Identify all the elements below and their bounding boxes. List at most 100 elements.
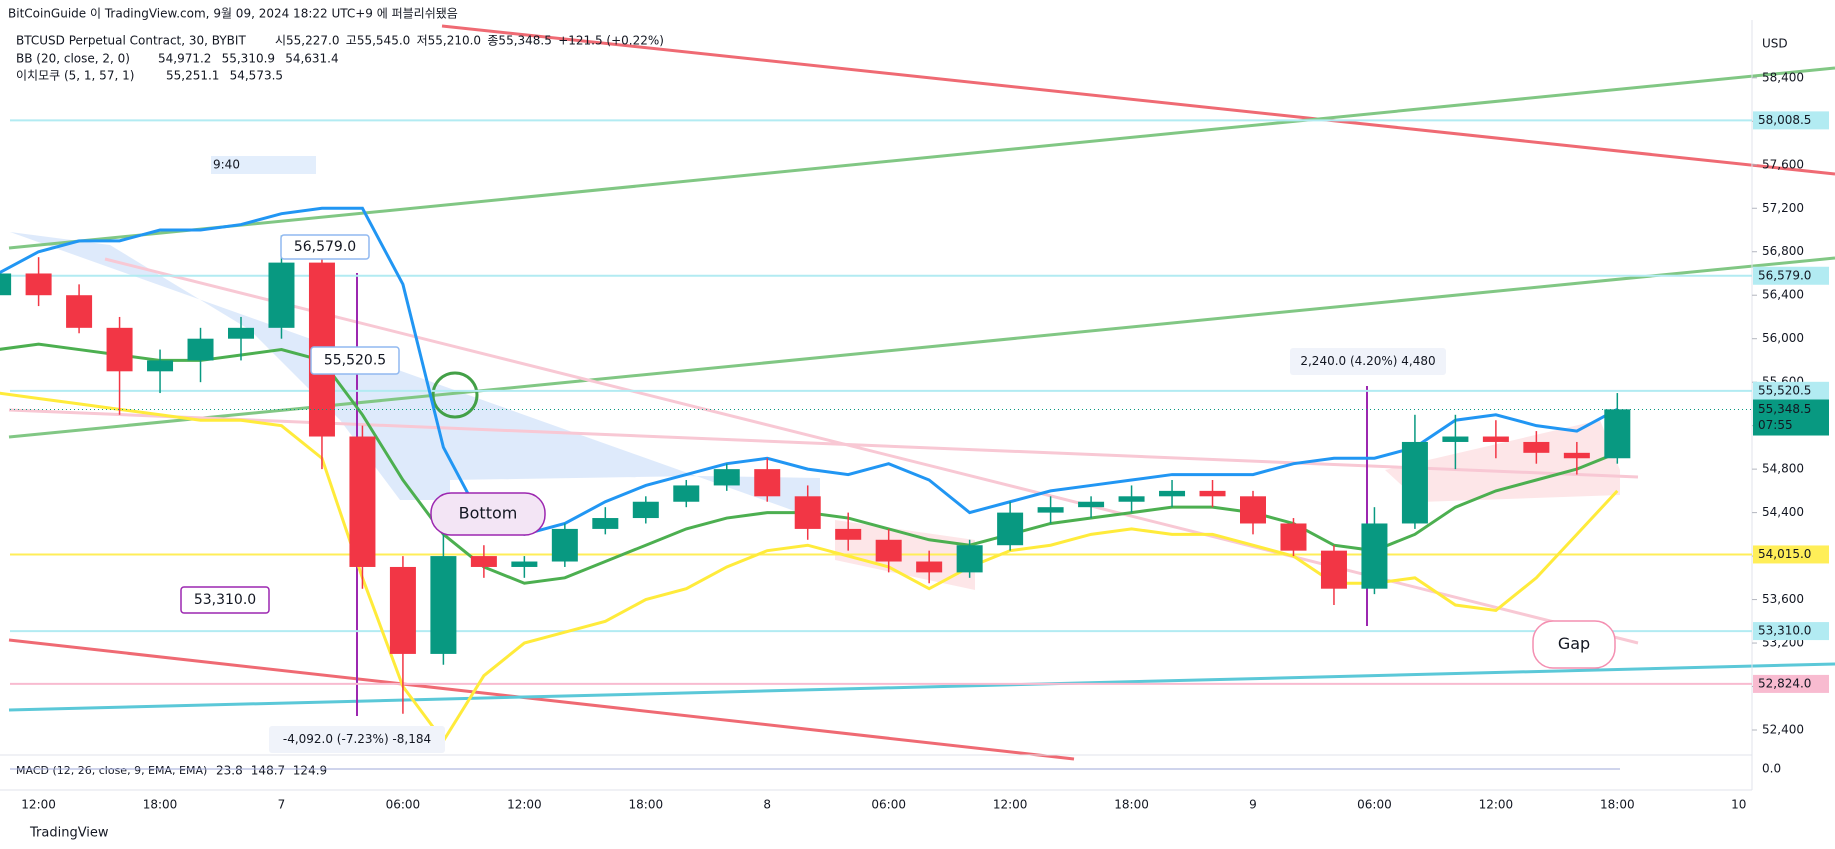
- legend-value: 시55,227.0: [275, 34, 339, 48]
- publisher: BitCoinGuide 이 TradingView.com, 9월 09, 2…: [8, 7, 458, 21]
- candle-body: [1159, 490, 1186, 497]
- candle-body: [592, 518, 619, 529]
- candle-body: [1401, 441, 1428, 524]
- x-tick-label: 9: [1249, 798, 1257, 812]
- x-tick-label: 8: [763, 798, 771, 812]
- trend-line: [8, 408, 1639, 479]
- candle-body: [632, 501, 659, 519]
- candle-body: [1361, 523, 1388, 589]
- annotation-box: [269, 726, 445, 753]
- level-badge: [1753, 266, 1829, 285]
- footer: TradingView: [29, 826, 109, 841]
- y-tick-label: 56,800: [1762, 244, 1804, 258]
- candle-body: [66, 295, 93, 328]
- legend-value: 148.7: [251, 764, 285, 778]
- level-badge: [1753, 674, 1829, 693]
- legend-value: 종55,348.5: [487, 34, 551, 48]
- x-tick-label: 12:00: [507, 798, 542, 812]
- countdown: 07:55: [1758, 418, 1793, 432]
- legend-value: 124.9: [293, 764, 327, 778]
- trend-line: [8, 638, 1075, 761]
- band-line: [0, 206, 1619, 536]
- candle-body: [956, 545, 983, 573]
- candle-body: [1037, 507, 1064, 513]
- annotation: 55,520.5: [324, 353, 386, 369]
- candle-body: [1199, 490, 1226, 497]
- level-label: 53,310.0: [1758, 624, 1811, 638]
- y-tick-label: 56,400: [1762, 288, 1804, 302]
- x-tick-label: 12:00: [1479, 798, 1514, 812]
- candle-body: [1320, 550, 1347, 589]
- candle-body: [147, 360, 174, 372]
- level-badge: [1753, 622, 1829, 641]
- y-tick-label: 54,800: [1762, 462, 1804, 476]
- bb-name: BB (20, close, 2, 0): [16, 52, 130, 66]
- annotation: 2,240.0 (4.20%) 4,480: [1300, 354, 1435, 368]
- x-tick-label: 06:00: [871, 798, 906, 812]
- annotation-box: [211, 156, 316, 174]
- legend-value: 고55,545.0: [346, 34, 410, 48]
- candle-body: [1078, 501, 1105, 508]
- candle-body: [1523, 441, 1550, 453]
- x-tick-label: 06:00: [386, 798, 421, 812]
- cloud: [1385, 420, 1620, 502]
- annotation-box: [310, 346, 400, 375]
- candle-body: [187, 338, 214, 361]
- level-label: 56,579.0: [1758, 268, 1811, 282]
- x-tick-label: 18:00: [143, 798, 178, 812]
- x-tick-label: 12:00: [21, 798, 56, 812]
- candle-body: [106, 327, 133, 372]
- legend-value: +121.5 (+0.22%): [558, 34, 664, 48]
- candle-body: [0, 273, 12, 296]
- annotation: 56,579.0: [294, 239, 356, 255]
- annotation-box: [1532, 620, 1616, 669]
- annotation: Bottom: [459, 504, 518, 523]
- last-price-label: 55,348.5: [1758, 402, 1811, 416]
- x-tick-label: 12:00: [993, 798, 1028, 812]
- candle-body: [511, 561, 538, 567]
- currency: USD: [1762, 37, 1788, 51]
- legend-value: 54,971.2: [158, 52, 211, 66]
- legend-value: 55,310.9: [222, 52, 275, 66]
- candle-body: [673, 485, 700, 502]
- smile-icon: [431, 371, 479, 419]
- legend-value: 23.8: [216, 764, 243, 778]
- legend-value: 저55,210.0: [417, 34, 481, 48]
- candle-body: [754, 469, 781, 497]
- band-line: [0, 391, 1619, 744]
- candle-body: [349, 436, 376, 567]
- candle-body: [470, 556, 497, 567]
- legend-value: 54,573.5: [230, 69, 283, 83]
- annotation-box: [430, 492, 546, 536]
- level-badge: [1753, 381, 1829, 400]
- y-tick-label: 53,600: [1762, 592, 1804, 606]
- candle-body: [268, 262, 295, 328]
- annotation: Gap: [1558, 634, 1590, 653]
- level-badge: [1753, 545, 1829, 564]
- annotation-box: [1290, 348, 1446, 375]
- candle-body: [430, 556, 457, 654]
- candle-body: [25, 273, 52, 296]
- level-label: 58,008.5: [1758, 113, 1811, 127]
- level-label: 55,520.5: [1758, 383, 1811, 397]
- annotation: 53,310.0: [194, 592, 256, 608]
- candle-body: [1240, 496, 1266, 524]
- level-label: 54,015.0: [1758, 547, 1811, 561]
- candle-body: [1118, 496, 1145, 502]
- candle-body: [551, 528, 578, 562]
- candle-body: [875, 539, 902, 562]
- candle-body: [1563, 452, 1590, 459]
- macd-zero-label: 0.0: [1762, 762, 1781, 776]
- level-badge: [1753, 111, 1829, 130]
- ichimoku-name: 이치모쿠 (5, 1, 57, 1): [16, 69, 134, 83]
- annotation: -4,092.0 (-7.23%) -8,184: [283, 732, 431, 746]
- trend-line: [8, 66, 1835, 250]
- candle-body: [228, 327, 254, 339]
- symbol: BTCUSD Perpetual Contract, 30, BYBIT: [16, 34, 246, 48]
- x-tick-label: 06:00: [1357, 798, 1392, 812]
- x-tick-label: 7: [278, 798, 286, 812]
- y-tick-label: 54,400: [1762, 505, 1804, 519]
- candle-body: [794, 496, 821, 529]
